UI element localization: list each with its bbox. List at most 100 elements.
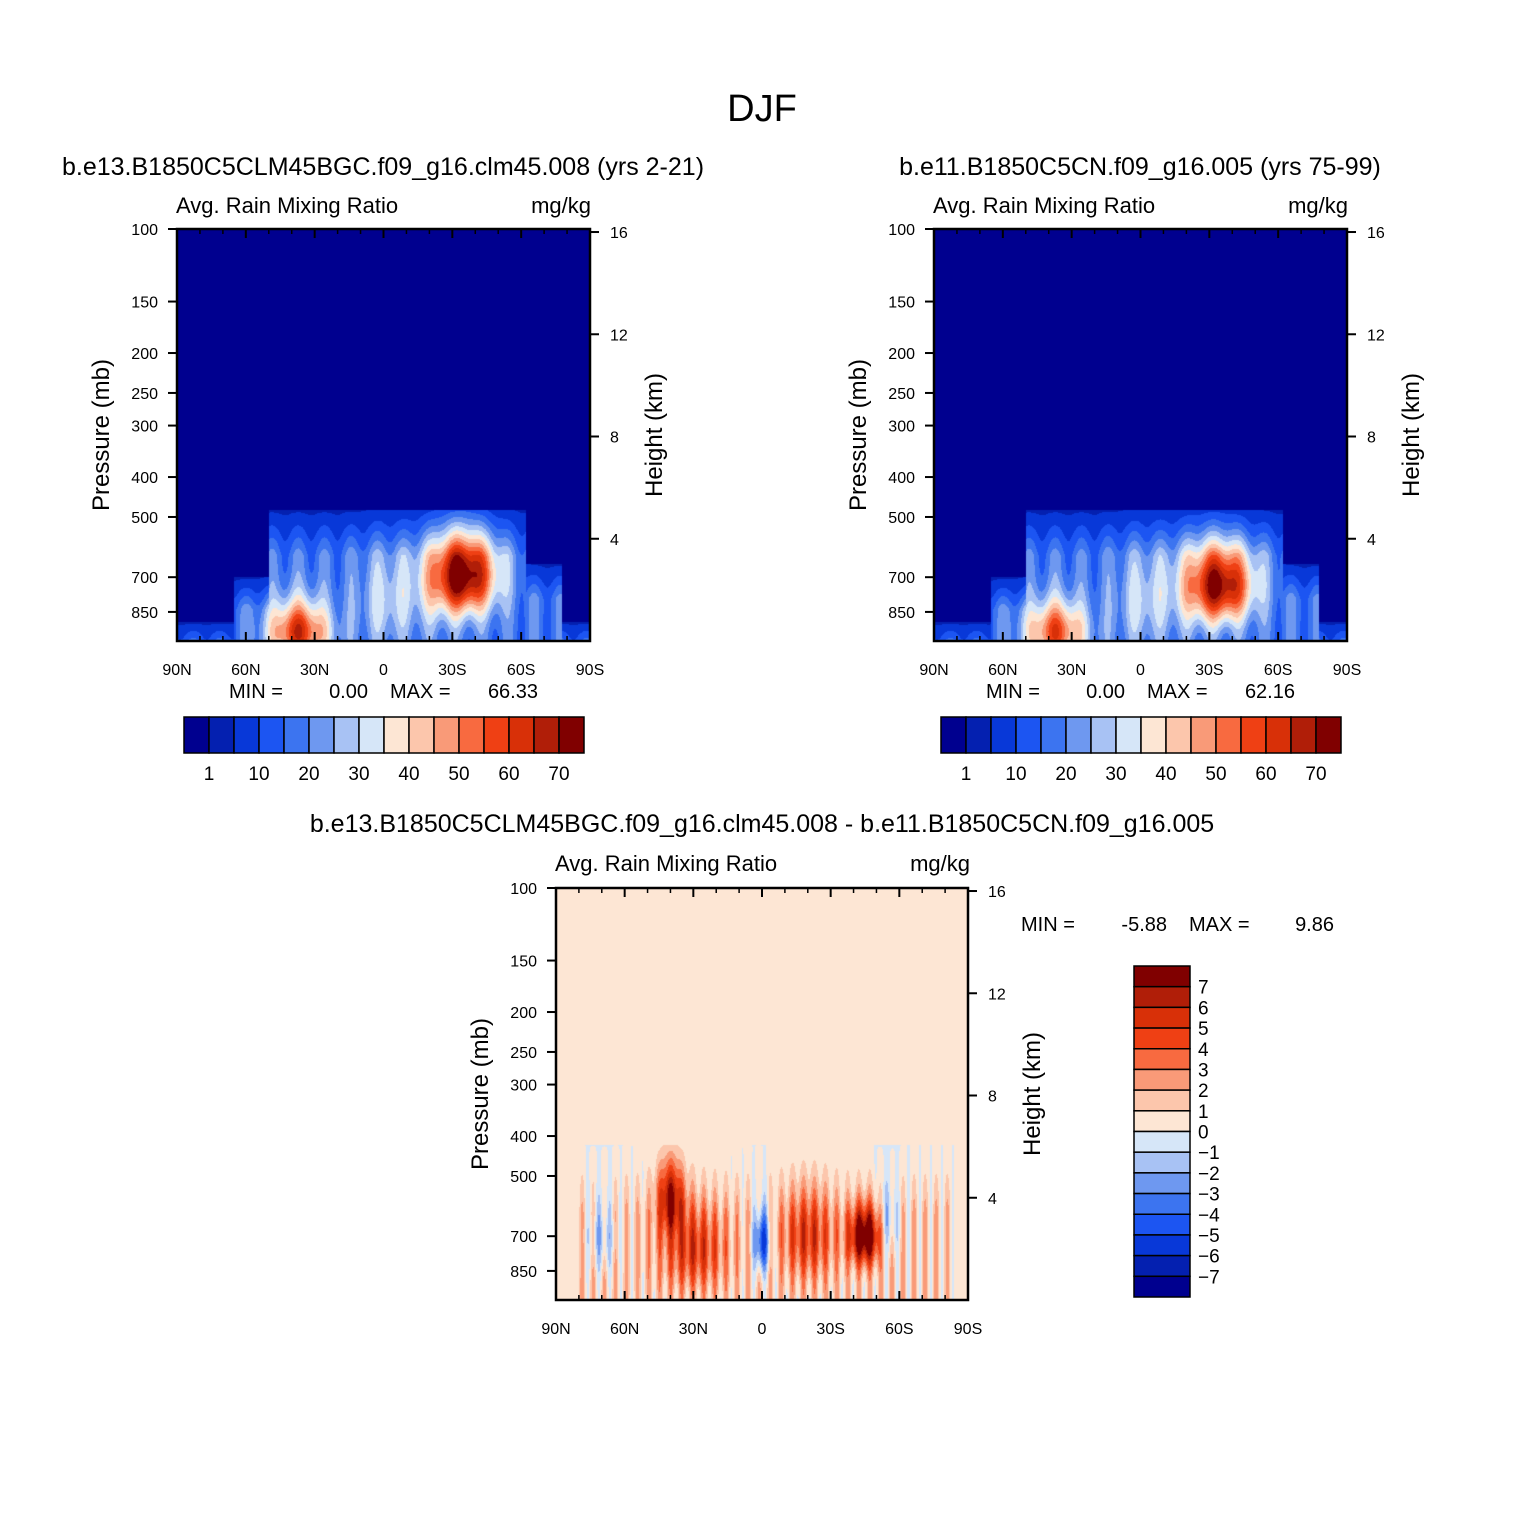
panel-1-colorbar-label: 10: [248, 764, 269, 785]
p3-y-tick-label: 500: [510, 1169, 537, 1186]
p1-x-tick-label: 30S: [438, 662, 466, 679]
panel-2-colorbar-swatch: [940, 716, 967, 754]
p1-ylabel: Pressure (mb): [88, 359, 115, 511]
panel-1-max-value: 66.33: [488, 681, 538, 703]
panel-1-variable-label: Avg. Rain Mixing Ratio: [176, 193, 398, 218]
panel-3-colorbar-swatch: [1133, 1048, 1191, 1071]
panel-3-colorbar-swatch: [1133, 1151, 1191, 1174]
p2-ylabel: Pressure (mb): [845, 359, 872, 511]
panel-1-colorbar-swatch: [333, 716, 360, 754]
p2-y-tick-label: 100: [888, 222, 915, 239]
panel-1-colorbar-label: 30: [348, 764, 369, 785]
p2-y2-tick-label: 12: [1367, 327, 1385, 344]
panel-3-colorbar-swatch: [1133, 965, 1191, 988]
p1-y-tick-label: 200: [131, 346, 158, 363]
panel-1-colorbar-swatch: [258, 716, 285, 754]
panel-3-colorbar-swatch: [1133, 1275, 1191, 1298]
panel-1-min-label: MIN =: [229, 681, 283, 703]
panel-2-colorbar-label: 10: [1005, 764, 1026, 785]
panel-3-colorbar-label: 0: [1198, 1123, 1209, 1144]
panel-2-colorbar-label: 40: [1155, 764, 1176, 785]
p3-x-tick-label: 30N: [679, 1321, 708, 1338]
panel-1-units-label: mg/kg: [531, 193, 591, 218]
panel-2-min-value: 0.00: [1086, 681, 1125, 703]
panel-2-variable-label: Avg. Rain Mixing Ratio: [933, 193, 1155, 218]
p1-x-tick-label: 90N: [162, 662, 191, 679]
panel-2-colorbar-swatch: [1040, 716, 1067, 754]
panel-1-axes: 90N 60N 30N 0 30S 60S 90S 100 150 200 250 300 400 500…: [88, 222, 668, 679]
p2-y-tick-label: 200: [888, 346, 915, 363]
p1-y-tick-label: 500: [131, 510, 158, 527]
panel-1-colorbar-swatch: [483, 716, 510, 754]
p2-y2-tick-label: 8: [1367, 430, 1376, 447]
p3-y-tick-label: 100: [510, 881, 537, 898]
panel-2-colorbar-swatch: [1265, 716, 1292, 754]
p1-y-tick-label: 700: [131, 570, 158, 587]
p2-x-tick-label: 90S: [1333, 662, 1361, 679]
panel-2-colorbar-label: 20: [1055, 764, 1076, 785]
panel-1-colorbar-swatch: [358, 716, 385, 754]
panel-2: b.e11.B1850C5CN.f09_g16.005 (yrs 75-99) …: [845, 153, 1425, 785]
panel-3-colorbar-swatch: [1133, 1130, 1191, 1153]
p1-x-tick-label: 60N: [231, 662, 260, 679]
panel-3: b.e13.B1850C5CLM45BGC.f09_g16.clm45.008 …: [310, 810, 1334, 1338]
panel-3-colorbar-swatch: [1133, 985, 1191, 1009]
p1-x-tick-label: 60S: [507, 662, 535, 679]
panel-3-colorbar-label: 5: [1198, 1019, 1209, 1040]
p3-y2-tick-label: 4: [988, 1191, 997, 1208]
panel-1-colorbar-swatch: [208, 716, 235, 754]
panel-1-colorbar-label: 40: [398, 764, 419, 785]
panel-1-colorbar-swatch: [233, 716, 260, 754]
panel-1-colorbar-swatch: [183, 716, 210, 754]
p2-y-tick-label: 500: [888, 510, 915, 527]
panel-1-colorbar-label: 60: [498, 764, 519, 785]
panel-2-title: b.e11.B1850C5CN.f09_g16.005 (yrs 75-99): [899, 153, 1381, 181]
panel-2-colorbar-swatch: [1165, 716, 1192, 754]
panel-3-colorbar-swatch: [1133, 1192, 1191, 1215]
panel-2-colorbar-swatch: [1190, 716, 1217, 754]
p3-x-tick-label: 90S: [954, 1321, 982, 1338]
p2-x-tick-label: 90N: [919, 662, 948, 679]
p3-y-tick-label: 700: [510, 1229, 537, 1246]
panel-3-colorbar-swatch: [1133, 1172, 1191, 1195]
p2-contour-image: [934, 229, 1347, 641]
panel-3-axes: 90N 60N 30N 0 30S 60S 90S 100 150 200 250 300 400 500…: [467, 881, 1046, 1338]
panel-2-colorbar-swatch: [1240, 716, 1267, 754]
panel-3-colorbar-label: −2: [1198, 1164, 1220, 1185]
panel-3-colorbar-label: 6: [1198, 998, 1209, 1019]
p1-contour-image: [177, 229, 590, 641]
panel-1-colorbar-swatch: [533, 716, 560, 754]
panel-1-min-value: 0.00: [329, 681, 368, 703]
p2-y2-tick-label: 4: [1367, 532, 1376, 549]
panel-2-colorbar-swatch: [990, 716, 1017, 754]
panel-1-colorbar-swatch: [508, 716, 535, 754]
panel-2-colorbar-swatch: [1140, 716, 1167, 754]
panel-1-colorbar-label: 1: [204, 764, 215, 785]
panel-1-colorbar: 1 10 20 30 40 50 60 70: [183, 716, 585, 785]
panel-1-colorbar-label: 70: [548, 764, 569, 785]
p1-x-tick-label: 30N: [300, 662, 329, 679]
panel-3-colorbar-label: 2: [1198, 1081, 1209, 1102]
panel-3-colorbar-label: −7: [1198, 1267, 1220, 1288]
panel-2-colorbar-swatch: [1290, 716, 1317, 754]
p3-x-tick-label: 60S: [885, 1321, 913, 1338]
panel-1-colorbar-swatch: [308, 716, 335, 754]
p3-x-tick-label: 90N: [541, 1321, 570, 1338]
p1-x-tick-label: 90S: [576, 662, 604, 679]
panel-3-colorbar-swatch: [1133, 1234, 1191, 1257]
p1-y2-tick-label: 12: [610, 327, 628, 344]
panel-3-colorbar-label: −1: [1198, 1143, 1220, 1164]
panel-3-max-value: 9.86: [1295, 914, 1334, 936]
p1-x-tick-label: 0: [379, 662, 388, 679]
panel-3-title: b.e13.B1850C5CLM45BGC.f09_g16.clm45.008 …: [310, 810, 1214, 838]
p3-x-tick-label: 60N: [610, 1321, 639, 1338]
panel-3-colorbar-swatch: [1133, 1006, 1191, 1029]
p2-y-tick-label: 400: [888, 470, 915, 487]
panel-2-colorbar-swatch: [1315, 716, 1342, 754]
panel-3-max-label: MAX =: [1189, 914, 1250, 936]
panel-2-colorbar-label: 50: [1205, 764, 1226, 785]
panel-2-max-value: 62.16: [1245, 681, 1295, 703]
panel-1: b.e13.B1850C5CLM45BGC.f09_g16.clm45.008 …: [62, 153, 704, 785]
p1-y-tick-label: 850: [131, 605, 158, 622]
